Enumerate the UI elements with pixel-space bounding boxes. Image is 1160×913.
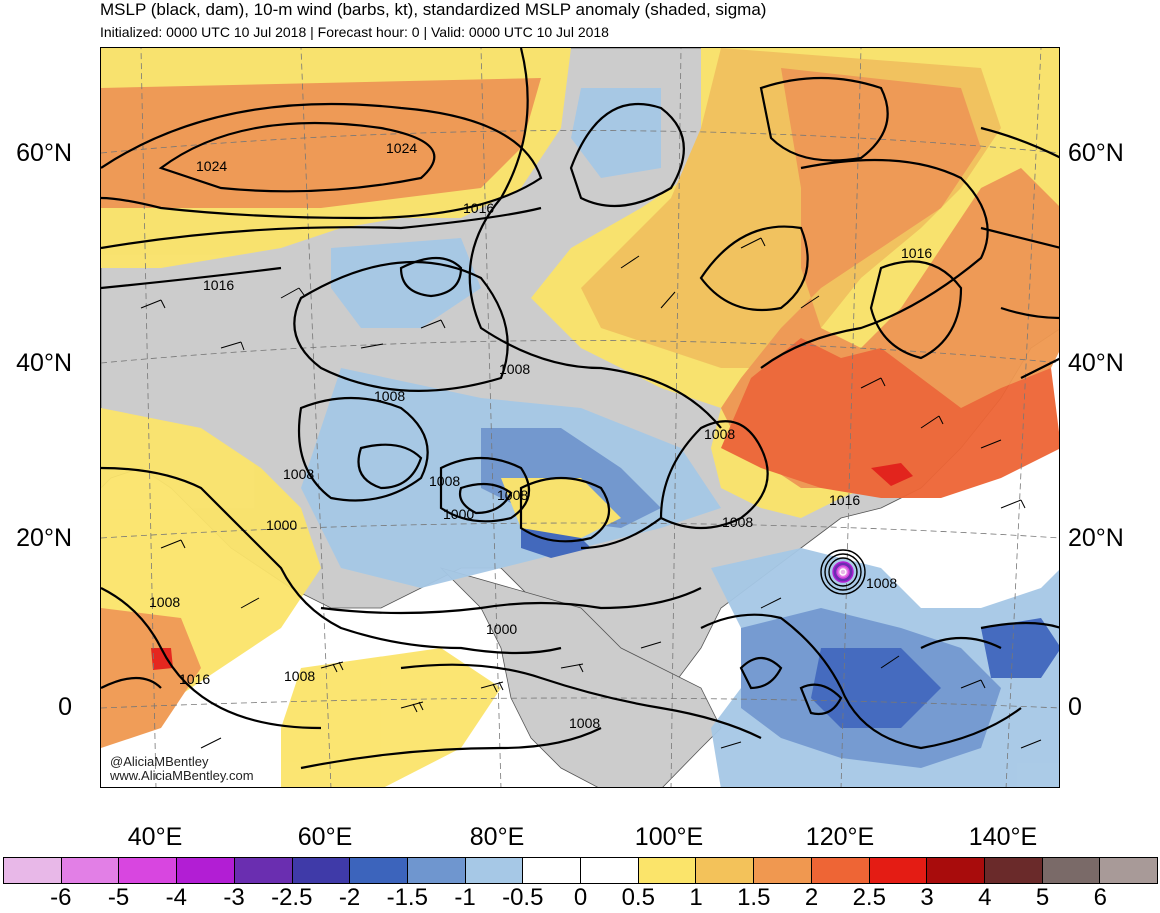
lat-label-40n-right: 40°N	[1068, 349, 1124, 377]
colorbar-label: 6	[1093, 884, 1107, 911]
colorbar-segment	[581, 858, 639, 883]
lat-label-40n-left: 40°N	[16, 349, 72, 377]
lon-label-120e: 120°E	[805, 823, 875, 851]
colorbar-label: -6	[50, 884, 72, 911]
contour-label: 1008	[374, 388, 405, 404]
anomaly-shading	[101, 48, 1059, 787]
colorbar-segment	[350, 858, 408, 883]
colorbar-label: 4	[978, 884, 992, 911]
colorbar-label: 1	[689, 884, 703, 911]
contour-label: 1008	[722, 514, 753, 530]
contour-label: 1024	[386, 140, 417, 156]
lon-label-40e: 40°E	[127, 823, 183, 851]
wind-barbs	[140, 237, 1042, 749]
colorbar-label: 2	[804, 884, 819, 911]
credit-handle: @AliciaMBentley	[110, 754, 209, 769]
colorbar-segment	[61, 858, 120, 883]
contour-label: 1000	[486, 621, 517, 637]
lon-label-100e: 100°E	[634, 823, 704, 851]
contour-label: 1016	[179, 671, 210, 687]
mslp-contours	[101, 48, 1059, 770]
colorbar-segment	[1042, 858, 1101, 883]
colorbar-segment	[638, 858, 697, 883]
contour-label: 1008	[284, 668, 315, 684]
lat-label-20n-left: 20°N	[16, 524, 72, 552]
lon-label-80e: 80°E	[469, 823, 525, 851]
colorbar-segment	[869, 858, 928, 883]
lat-label-60n-right: 60°N	[1068, 139, 1124, 167]
colorbar-segment	[696, 858, 755, 883]
colorbar-segment	[811, 858, 870, 883]
colorbar-label: -5	[107, 884, 130, 911]
map-title: MSLP (black, dam), 10-m wind (barbs, kt)…	[100, 0, 767, 19]
map-subtitle: Initialized: 0000 UTC 10 Jul 2018 | Fore…	[100, 24, 609, 40]
lon-label-140e: 140°E	[968, 823, 1038, 851]
colorbar-label: 0	[573, 884, 588, 911]
colorbar-segment	[523, 858, 582, 883]
colorbar-segment	[177, 858, 235, 883]
contour-label: 1008	[429, 473, 460, 489]
colorbar-label: -2.5	[271, 884, 313, 911]
contour-label: 1008	[283, 466, 314, 482]
contour-label: 1000	[266, 517, 297, 533]
contour-label-group: 1024 1024 1016 1016 1016 1016 1008 1008 …	[149, 140, 932, 731]
colorbar-label: 1.5	[737, 884, 771, 911]
graticule	[101, 48, 1059, 787]
contour-label: 1008	[149, 594, 180, 610]
colorbar-segment	[754, 858, 812, 883]
colorbar-segment	[407, 858, 466, 883]
colorbar-segment	[119, 858, 178, 883]
typhoon-low	[820, 549, 866, 595]
lon-label-60e: 60°E	[297, 823, 353, 851]
contour-label: 1016	[203, 277, 234, 293]
colorbar	[3, 857, 1158, 884]
map-canvas: 1024 1024 1016 1016 1016 1016 1008 1008 …	[101, 48, 1059, 787]
contour-label: 1016	[901, 245, 932, 261]
colorbar-label: -4	[165, 884, 187, 911]
colorbar-label: -1.5	[386, 884, 428, 911]
colorbar-segment	[234, 858, 293, 883]
land-south-asia	[439, 567, 722, 787]
lat-label-20n-right: 20°N	[1068, 524, 1124, 552]
contour-label: 1008	[704, 426, 735, 442]
colorbar-segment	[984, 858, 1043, 883]
lat-label-eq-right: 0	[1068, 693, 1082, 721]
colorbar-label: 0.5	[621, 884, 655, 911]
contour-label: 1024	[196, 158, 227, 174]
colorbar-label: -2	[338, 884, 361, 911]
lat-label-eq-left: 0	[58, 693, 72, 721]
colorbar-label: -0.5	[502, 884, 544, 911]
contour-label: 1016	[829, 492, 860, 508]
contour-label: 1008	[497, 487, 528, 503]
contour-label: 1008	[866, 575, 897, 591]
colorbar-label: 2.5	[852, 884, 886, 911]
contour-label: 1008	[569, 715, 600, 731]
weather-map: 1024 1024 1016 1016 1016 1016 1008 1008 …	[100, 47, 1060, 788]
colorbar-segment	[1100, 858, 1158, 883]
colorbar-segment	[927, 858, 985, 883]
colorbar-segment	[4, 858, 62, 883]
colorbar-label: 3	[920, 884, 934, 911]
contour-label: 1000	[443, 506, 474, 522]
colorbar-label: -1	[454, 884, 476, 911]
lat-label-60n-left: 60°N	[16, 139, 72, 167]
colorbar-label: -3	[223, 884, 245, 911]
colorbar-segment	[465, 858, 524, 883]
colorbar-label: 5	[1035, 884, 1050, 911]
credit-website[interactable]: www.AliciaMBentley.com	[110, 768, 254, 783]
contour-label: 1008	[499, 361, 530, 377]
contour-label: 1016	[463, 200, 494, 216]
colorbar-segment	[292, 858, 351, 883]
